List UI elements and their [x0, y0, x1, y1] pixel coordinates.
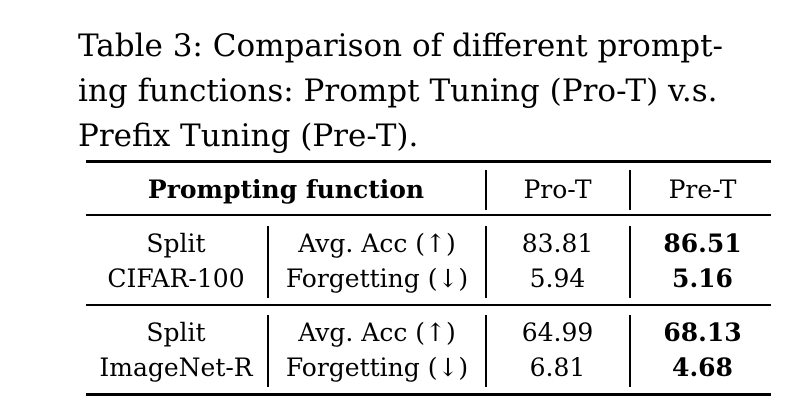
header-pre-t: Pre-T	[668, 175, 737, 204]
pre-t-value: 86.51	[663, 229, 742, 258]
header-pro-t: Pro-T	[523, 175, 592, 204]
metric-label: Forgetting (↓)	[285, 353, 469, 382]
metric-label: Avg. Acc (↑)	[298, 318, 456, 347]
header-prompting-function: Prompting function	[147, 175, 425, 204]
top-rule	[86, 160, 771, 163]
metric-label: Forgetting (↓)	[285, 264, 469, 293]
header-divider-2	[629, 170, 631, 210]
header-rule	[86, 214, 771, 216]
group2-divider-a	[267, 315, 269, 387]
metric-label: Avg. Acc (↑)	[298, 229, 456, 258]
dataset-name-line2: CIFAR-100	[107, 264, 245, 293]
pro-t-value: 5.94	[529, 264, 586, 293]
group1-divider-b	[485, 226, 487, 298]
pro-t-value: 64.99	[521, 318, 594, 347]
group2-divider-c	[629, 315, 631, 387]
bottom-rule	[86, 393, 771, 396]
pre-t-value: 68.13	[663, 318, 742, 347]
caption-line-3: Prefix Tuning (Pre-T).	[78, 118, 419, 154]
group2-divider-b	[485, 315, 487, 387]
pre-t-value: 5.16	[672, 264, 733, 293]
pre-t-value: 4.68	[672, 353, 733, 382]
dataset-name-line1: Split	[146, 229, 206, 258]
pro-t-value: 6.81	[529, 353, 586, 382]
group1-divider-c	[629, 226, 631, 298]
caption-line-2: ing functions: Prompt Tuning (Pro-T) v.s…	[78, 73, 718, 109]
dataset-name-line1: Split	[146, 318, 206, 347]
dataset-name-line2: ImageNet-R	[99, 353, 253, 382]
group-rule	[86, 304, 771, 306]
table-caption: Table 3: Comparison of different prompt-…	[78, 24, 778, 159]
pro-t-value: 83.81	[521, 229, 594, 258]
group1-divider-a	[267, 226, 269, 298]
caption-line-1: Table 3: Comparison of different prompt-	[78, 28, 724, 64]
header-divider-1	[485, 170, 487, 210]
